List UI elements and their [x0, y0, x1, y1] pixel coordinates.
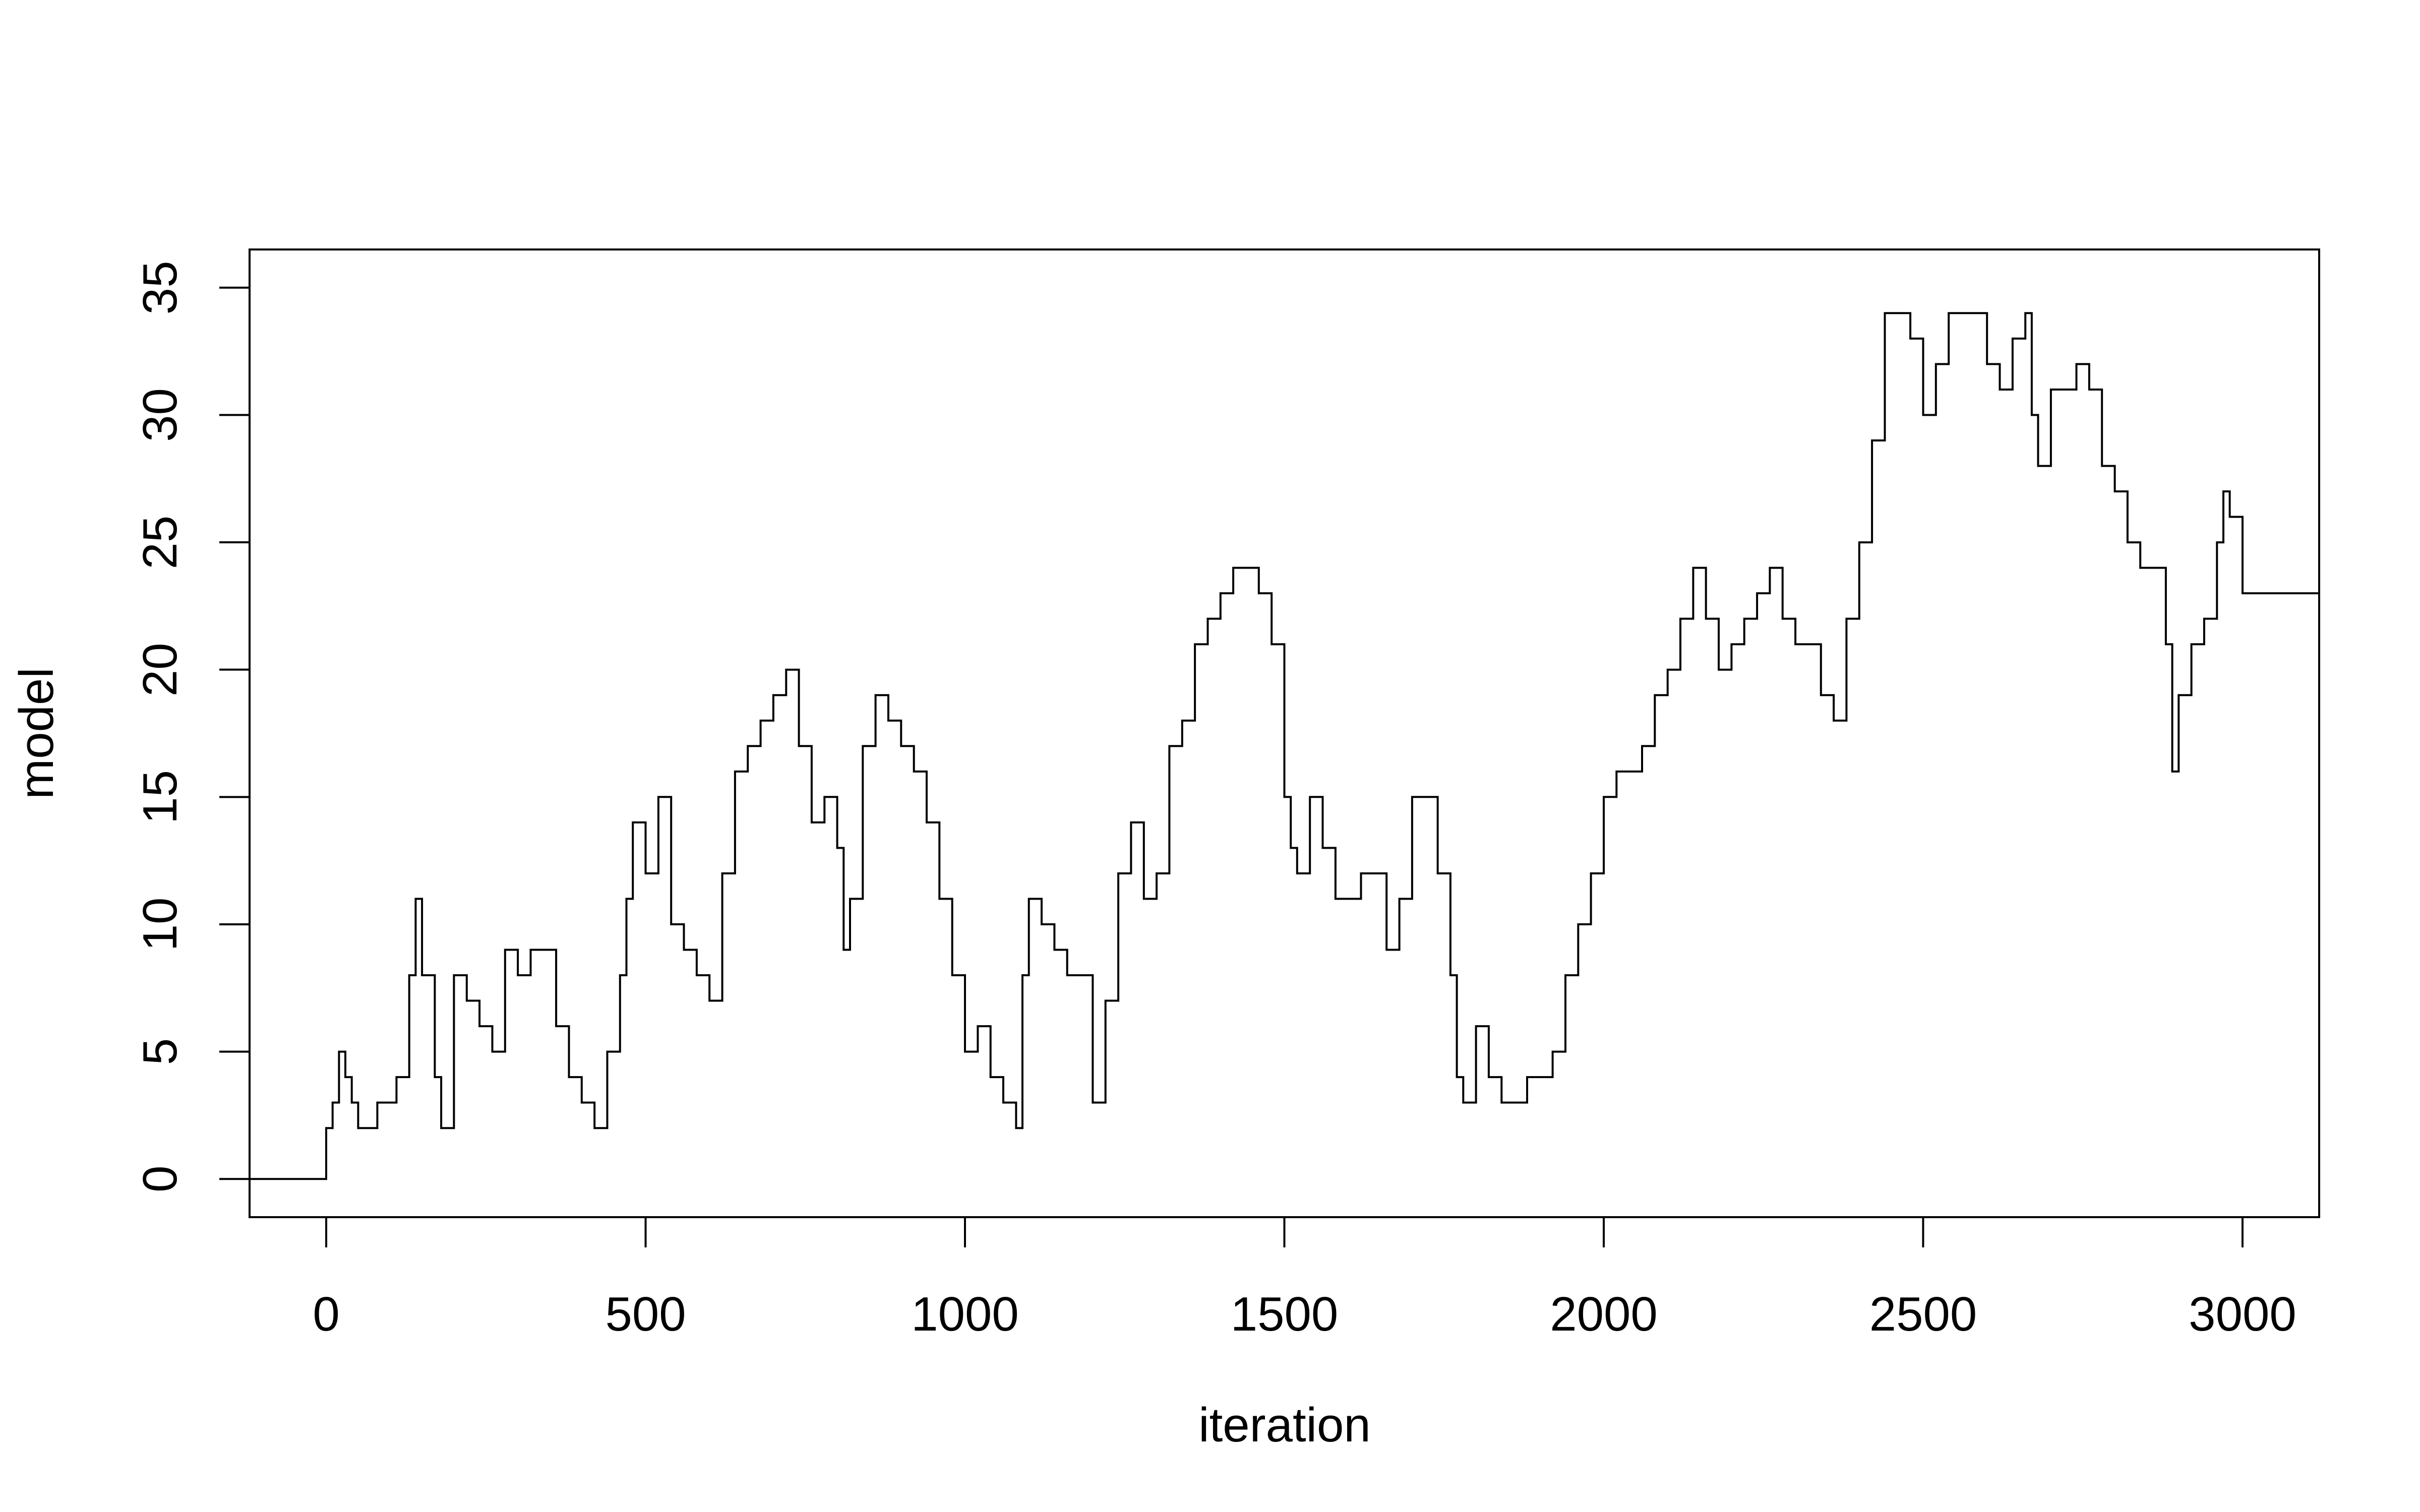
x-axis-title: iteration: [1198, 1398, 1371, 1452]
y-tick-label: 0: [133, 1166, 187, 1192]
series-line-0: [250, 312, 2319, 1180]
y-tick-label: 10: [133, 898, 187, 952]
x-tick-label: 500: [605, 1287, 686, 1341]
y-tick-label: 30: [133, 388, 187, 442]
y-tick-label: 25: [133, 516, 187, 570]
y-tick-label: 35: [133, 261, 187, 314]
series-layer: [250, 312, 2319, 1180]
x-tick-label: 2500: [1869, 1287, 1977, 1341]
y-tick-label: 5: [133, 1038, 187, 1065]
y-tick-label: 20: [133, 643, 187, 697]
x-tick-label: 0: [313, 1287, 339, 1341]
y-axis-title: model: [10, 667, 64, 799]
x-tick-label: 1000: [911, 1287, 1019, 1341]
y-axis: 0 5 10 15 20 25 30 35: [133, 261, 251, 1192]
x-axis: 0 500 1000 1500 2000 2500 3000: [313, 1216, 2296, 1341]
x-tick-label: 1500: [1231, 1287, 1339, 1341]
x-tick-label: 3000: [2189, 1287, 2296, 1341]
x-tick-label: 2000: [1550, 1287, 1658, 1341]
y-tick-label: 15: [133, 770, 187, 824]
